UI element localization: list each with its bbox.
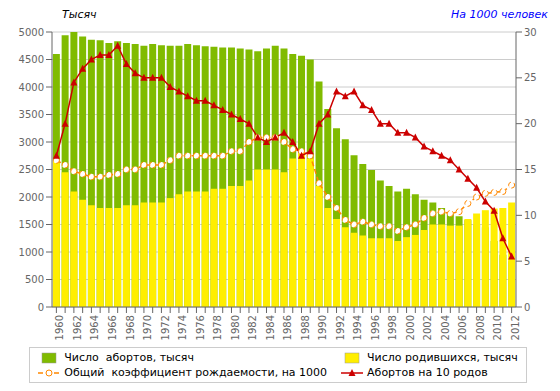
svg-text:1500: 1500 xyxy=(19,219,44,230)
svg-text:15: 15 xyxy=(524,164,537,175)
html-text:Абортов на 10 родов: Абортов на 10 родов xyxy=(367,366,488,379)
html-text:Число абортов, тысяч: Число абортов, тысяч xyxy=(64,351,194,364)
svg-text:1994: 1994 xyxy=(352,315,363,340)
svg-text:2500: 2500 xyxy=(19,164,44,175)
html-text:Общий коэффициент рождаемости,: Общий коэффициент рождаемости, на 1000 xyxy=(64,366,328,379)
svg-text:1984: 1984 xyxy=(265,315,276,340)
svg-text:2004: 2004 xyxy=(440,315,451,340)
svg-text:30: 30 xyxy=(524,27,537,38)
svg-text:2008: 2008 xyxy=(475,315,486,340)
svg-text:10: 10 xyxy=(524,210,537,221)
svg-text:2000: 2000 xyxy=(19,192,44,203)
svg-text:4500: 4500 xyxy=(19,54,44,65)
svg-text:20: 20 xyxy=(524,118,537,129)
svg-text:5000: 5000 xyxy=(19,27,44,38)
svg-text:1964: 1964 xyxy=(89,315,100,340)
svg-text:1960: 1960 xyxy=(54,315,65,340)
svg-text:1978: 1978 xyxy=(212,315,223,340)
svg-text:1988: 1988 xyxy=(300,315,311,340)
svg-text:3500: 3500 xyxy=(19,109,44,120)
svg-text:2010: 2010 xyxy=(492,315,503,340)
html-text:Число родившихся, тысяч: Число родившихся, тысяч xyxy=(367,351,518,364)
svg-text:1990: 1990 xyxy=(317,315,328,340)
svg-text:1968: 1968 xyxy=(125,315,136,340)
svg-text:1970: 1970 xyxy=(142,315,153,340)
svg-text:1966: 1966 xyxy=(107,315,118,340)
svg-text:2002: 2002 xyxy=(422,315,433,340)
svg-text:2000: 2000 xyxy=(405,315,416,340)
svg-text:3000: 3000 xyxy=(19,137,44,148)
svg-text:1986: 1986 xyxy=(282,315,293,340)
svg-text:0: 0 xyxy=(524,302,530,313)
html-text:На 1000 человек: На 1000 человек xyxy=(451,8,548,21)
svg-text:1996: 1996 xyxy=(370,315,381,340)
svg-text:1976: 1976 xyxy=(195,315,206,340)
svg-text:5: 5 xyxy=(524,256,530,267)
svg-text:2012: 2012 xyxy=(510,315,521,340)
svg-text:0: 0 xyxy=(38,302,44,313)
svg-text:4000: 4000 xyxy=(19,82,44,93)
svg-text:2006: 2006 xyxy=(457,315,468,340)
svg-text:1980: 1980 xyxy=(230,315,241,340)
html-text:Тысяч: Тысяч xyxy=(62,8,97,21)
svg-text:500: 500 xyxy=(25,274,44,285)
svg-text:1000: 1000 xyxy=(19,247,44,258)
svg-text:1982: 1982 xyxy=(247,315,258,340)
svg-text:1998: 1998 xyxy=(387,315,398,340)
svg-text:1974: 1974 xyxy=(177,315,188,340)
svg-text:1992: 1992 xyxy=(335,315,346,340)
svg-text:1972: 1972 xyxy=(160,315,171,340)
svg-text:1962: 1962 xyxy=(72,315,83,340)
svg-text:25: 25 xyxy=(524,72,537,83)
